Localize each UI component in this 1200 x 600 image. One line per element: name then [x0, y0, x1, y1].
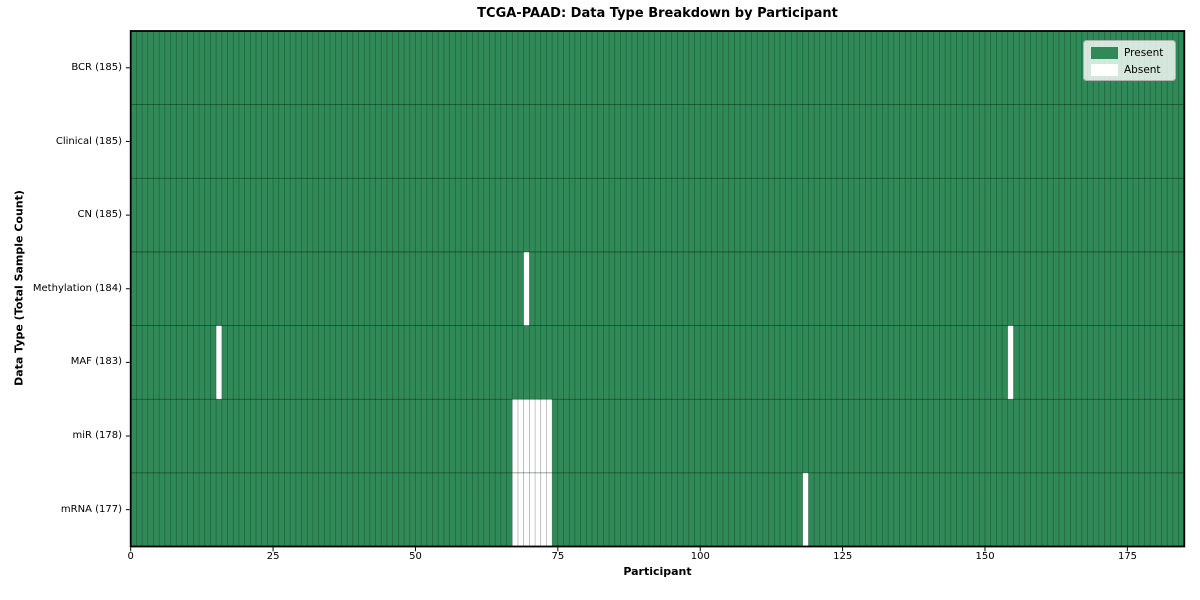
column-grid-lines [130, 31, 1185, 547]
x-tick-label: 75 [551, 551, 565, 562]
chart-title: TCGA-PAAD: Data Type Breakdown by Partic… [477, 6, 838, 21]
absent-cell [535, 399, 541, 473]
absent-cell [523, 472, 530, 547]
tick-marks [125, 67, 1128, 552]
absent-cell [523, 399, 530, 473]
absent-cell [512, 399, 518, 473]
absent-cell [540, 399, 547, 473]
x-tick-label: 0 [127, 551, 134, 562]
absent-cell [535, 472, 541, 547]
absent-cell [802, 472, 809, 547]
absent-cell [529, 472, 536, 547]
legend-swatch-present [1091, 47, 1118, 59]
absent-cell [512, 472, 518, 547]
y-tick-label: Clinical (185) [55, 135, 122, 147]
x-tick-label: 125 [833, 551, 853, 562]
y-tick-label: MAF (183) [70, 356, 122, 368]
x-tick-label: 50 [409, 551, 422, 562]
absent-cells [216, 251, 1014, 547]
x-tick-label: 25 [266, 551, 280, 562]
y-tick-label: CN (185) [77, 209, 122, 221]
x-tick-label: 100 [690, 551, 710, 562]
plot-background [130, 31, 1185, 547]
absent-cell [540, 472, 547, 547]
y-tick-label: BCR (185) [71, 61, 122, 73]
absent-cell [523, 251, 530, 326]
absent-cell [517, 399, 524, 473]
absent-cell [546, 472, 553, 547]
legend-swatch-absent [1091, 64, 1118, 76]
absent-cell [546, 399, 553, 473]
axes-spines [129, 30, 1186, 548]
absent-cell [529, 399, 536, 473]
y-tick-label: miR (178) [72, 430, 122, 441]
absent-cell [1007, 325, 1014, 400]
y-tick-label: mRNA (177) [60, 503, 122, 515]
legend-label-present: Present [1124, 47, 1164, 59]
x-axis-label: Participant [623, 565, 692, 578]
legend-label-absent: Absent [1124, 64, 1161, 76]
x-tick-label: 175 [1117, 551, 1138, 562]
absent-cell [216, 325, 222, 400]
absent-cell [517, 472, 524, 547]
x-tick-label: 150 [975, 551, 995, 562]
y-tick-label: Methylation (184) [32, 282, 122, 294]
